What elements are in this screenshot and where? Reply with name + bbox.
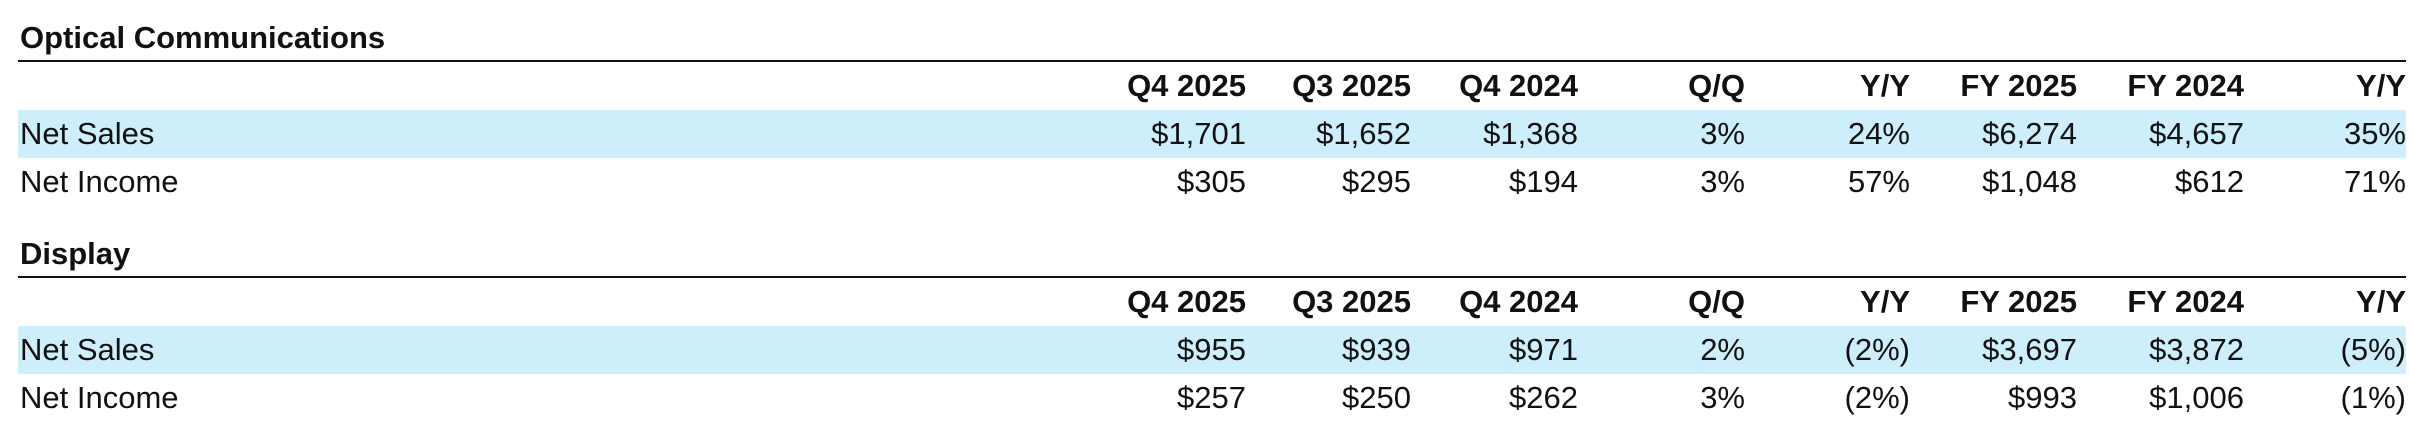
header-blank xyxy=(18,278,1030,326)
table-cell: $939 xyxy=(1246,326,1411,374)
column-header: Q4 2025 xyxy=(1127,68,1246,103)
table-cell: (2%) xyxy=(1745,326,1910,374)
column-header: Y/Y xyxy=(2356,68,2406,103)
table-cell: $1,368 xyxy=(1411,110,1578,158)
table-cell: $295 xyxy=(1342,164,1411,199)
table-cell: 2% xyxy=(1578,326,1745,374)
column-header: Y/Y xyxy=(1860,68,1910,103)
header-row: Q4 2025 Q3 2025 Q4 2024 Q/Q Y/Y FY 2025 … xyxy=(18,278,2406,326)
column-header: Y/Y xyxy=(1860,284,1910,319)
column-header: Q3 2025 xyxy=(1292,68,1411,103)
row-label: Net Income xyxy=(20,164,179,199)
financial-table: Q4 2025 Q3 2025 Q4 2024 Q/Q Y/Y FY 2025 … xyxy=(18,62,2406,206)
financial-table: Q4 2025 Q3 2025 Q4 2024 Q/Q Y/Y FY 2025 … xyxy=(18,278,2406,422)
table-cell: 57% xyxy=(1847,164,1910,199)
table-cell: (1%) xyxy=(2340,380,2406,415)
column-header: Q3 2025 xyxy=(1292,284,1411,319)
table-cell: $4,657 xyxy=(2077,110,2244,158)
column-header: FY 2025 xyxy=(1960,284,2077,319)
table-cell: $1,701 xyxy=(1030,110,1246,158)
column-header: Q4 2024 xyxy=(1459,284,1578,319)
table-cell: (2%) xyxy=(1844,380,1910,415)
table-cell: $3,697 xyxy=(1910,326,2077,374)
table-cell: 35% xyxy=(2244,110,2406,158)
table-cell: $305 xyxy=(1177,164,1246,199)
table-cell: $3,872 xyxy=(2077,326,2244,374)
table-cell: 24% xyxy=(1745,110,1910,158)
table-cell: $1,048 xyxy=(1982,164,2077,199)
column-header: Q4 2024 xyxy=(1459,68,1578,103)
table-row-net-sales: Net Sales $1,701 $1,652 $1,368 3% 24% $6… xyxy=(18,110,2406,158)
column-header: Q/Q xyxy=(1688,284,1745,319)
column-header: Q/Q xyxy=(1688,68,1745,103)
section-optical-communications: Optical Communications Q4 2025 Q3 2025 Q… xyxy=(18,14,2406,206)
row-label: Net Income xyxy=(20,380,179,415)
table-row-net-income: Net Income $305 $295 $194 3% 57% $1,048 … xyxy=(18,158,2406,206)
table-cell: 3% xyxy=(1578,110,1745,158)
section-title: Optical Communications xyxy=(18,14,2406,62)
table-cell: $1,652 xyxy=(1246,110,1411,158)
table-cell: $612 xyxy=(2175,164,2244,199)
table-cell: 71% xyxy=(2343,164,2406,199)
column-header: FY 2025 xyxy=(1960,68,2077,103)
table-cell: $1,006 xyxy=(2149,380,2244,415)
header-row: Q4 2025 Q3 2025 Q4 2024 Q/Q Y/Y FY 2025 … xyxy=(18,62,2406,110)
table-row-net-income: Net Income $257 $250 $262 3% (2%) $993 $… xyxy=(18,374,2406,422)
table-cell: $993 xyxy=(2008,380,2077,415)
section-display: Display Q4 2025 Q3 2025 Q4 2024 Q/Q Y/Y … xyxy=(18,230,2406,422)
table-cell: $262 xyxy=(1509,380,1578,415)
table-cell: $971 xyxy=(1411,326,1578,374)
column-header: FY 2024 xyxy=(2127,284,2244,319)
header-blank xyxy=(18,62,1030,110)
table-cell: 3% xyxy=(1700,164,1745,199)
table-row-net-sales: Net Sales $955 $939 $971 2% (2%) $3,697 … xyxy=(18,326,2406,374)
table-cell: $194 xyxy=(1509,164,1578,199)
table-cell: $6,274 xyxy=(1910,110,2077,158)
table-cell: $250 xyxy=(1342,380,1411,415)
row-label: Net Sales xyxy=(18,326,1030,374)
table-cell: 3% xyxy=(1700,380,1745,415)
table-cell: $257 xyxy=(1177,380,1246,415)
table-cell: (5%) xyxy=(2244,326,2406,374)
section-title: Display xyxy=(18,230,2406,278)
row-label: Net Sales xyxy=(18,110,1030,158)
column-header: FY 2024 xyxy=(2127,68,2244,103)
column-header: Y/Y xyxy=(2356,284,2406,319)
table-cell: $955 xyxy=(1030,326,1246,374)
column-header: Q4 2025 xyxy=(1127,284,1246,319)
